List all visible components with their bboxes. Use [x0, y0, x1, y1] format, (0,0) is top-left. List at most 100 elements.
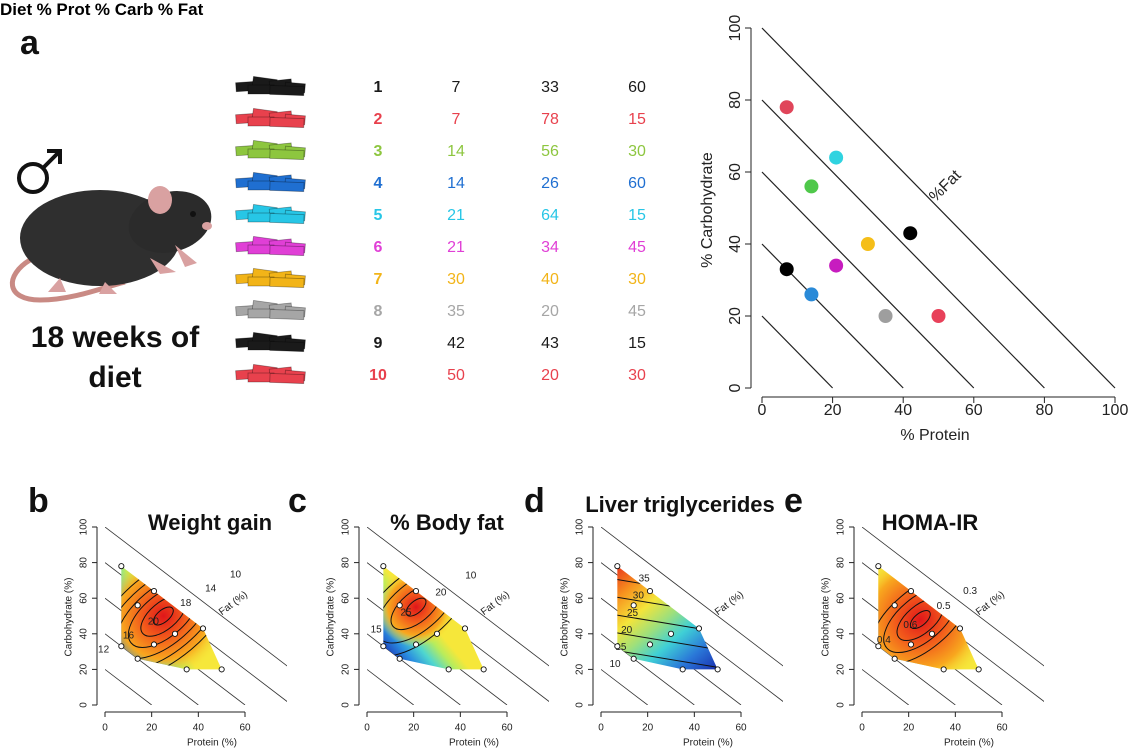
diet-point: [199, 625, 207, 632]
table-cell: 21: [447, 239, 465, 256]
y-tick-label: 20: [836, 663, 847, 675]
diet-point: [891, 655, 898, 662]
contour-label: 15: [615, 642, 627, 653]
y-tick-label: 0: [727, 383, 744, 392]
y-tick-label: 20: [575, 663, 586, 675]
contour-label: 0.3: [963, 586, 977, 597]
table-cell: 43: [541, 335, 559, 352]
fat-annotation: Fat (%): [479, 589, 512, 618]
table-cell: 4: [374, 175, 383, 192]
y-tick-label: 100: [341, 518, 352, 535]
pellet-pile: [235, 75, 306, 97]
diet-point: [412, 588, 420, 595]
table-cell: 14: [447, 143, 465, 160]
table-cell: 40: [541, 271, 559, 288]
diet-point: [779, 100, 794, 115]
contour-line: [405, 597, 427, 617]
table-cell: 5: [374, 207, 383, 224]
x-tick-label: 20: [642, 723, 654, 734]
table-cell: 30: [447, 271, 465, 288]
fat-isoline: [367, 669, 414, 705]
fat-annotation: Fat (%): [974, 589, 1007, 618]
pellet-pile: [235, 107, 306, 129]
pellet-pile: [235, 235, 306, 257]
contour-label: 25: [627, 608, 639, 619]
contour-label: 30: [633, 591, 645, 602]
x-axis-label: Protein (%): [187, 738, 237, 749]
panel-title: Weight gain: [147, 510, 273, 535]
diet-point: [931, 309, 946, 323]
table-cell: 30: [628, 143, 646, 160]
y-tick-label: 60: [79, 592, 90, 604]
x-tick-label: 0: [598, 723, 604, 734]
contour-label: 15: [371, 624, 383, 635]
y-tick-label: 100: [727, 15, 744, 42]
table-cell: 1: [374, 79, 383, 96]
diet-point: [412, 641, 420, 648]
table-cell: 21: [447, 207, 465, 224]
y-tick-label: 60: [575, 592, 586, 604]
table-cell: 45: [628, 239, 646, 256]
fat-annotation: Fat (%): [713, 589, 746, 618]
y-tick-label: 0: [341, 702, 352, 708]
diet-point: [380, 563, 387, 570]
panel-label: e: [784, 482, 803, 520]
table-cell: 60: [628, 79, 646, 96]
x-tick-label: 0: [364, 723, 370, 734]
table-rule: Diet % Prot % Carb % Fat 18 weeks of die…: [0, 0, 978, 535]
diet-point: [445, 666, 452, 673]
diet-point: [646, 641, 654, 648]
y-tick-label: 20: [341, 663, 352, 675]
diet-point: [118, 563, 125, 570]
contour-label: 18: [180, 598, 192, 609]
diet-point: [134, 602, 141, 609]
table-cell: 35: [447, 303, 465, 320]
y-axis-label: Carbohydrate (%): [64, 578, 75, 657]
x-tick-label: 0: [102, 723, 108, 734]
fat-isoline: [761, 99, 1045, 389]
caption: 18 weeks of diet: [30, 321, 200, 394]
x-axis-label: Protein (%): [944, 738, 994, 749]
diet-point: [804, 179, 819, 194]
contour-label: 10: [230, 569, 242, 580]
y-axis-label: % Carbohydrate: [699, 152, 716, 268]
mouse-illustration: [10, 186, 212, 303]
table-cell: 34: [541, 239, 559, 256]
pellet-pile: [235, 363, 306, 385]
fat-isoline: [601, 669, 648, 705]
table-cell: 10: [369, 367, 387, 384]
fat-isoline: [761, 171, 975, 389]
y-tick-label: 60: [341, 592, 352, 604]
diet-point: [975, 666, 982, 673]
contour-line: [121, 566, 222, 670]
diet-point: [667, 630, 675, 637]
diet-point: [679, 666, 686, 673]
fat-isoline: [601, 527, 783, 667]
y-tick-label: 20: [727, 307, 744, 325]
table-cell: 20: [541, 367, 559, 384]
table-cell: 7: [452, 111, 461, 128]
pellet-pile: [235, 267, 306, 289]
x-tick-label: 40: [193, 723, 205, 734]
x-tick-label: 20: [824, 402, 842, 419]
table-cell: 33: [541, 79, 559, 96]
table-cell: 78: [541, 111, 559, 128]
x-tick-label: 100: [1102, 402, 1129, 419]
panel-label: b: [28, 482, 49, 520]
contour-label: 16: [123, 631, 135, 642]
x-tick-label: 0: [758, 402, 767, 419]
y-tick-label: 0: [79, 702, 90, 708]
diet-point: [829, 258, 844, 273]
diet-point: [875, 643, 882, 650]
fat-annotation: %Fat: [926, 167, 965, 206]
x-axis-label: % Protein: [900, 427, 969, 444]
x-tick-label: 60: [501, 723, 513, 734]
y-axis-label: Carbohydrate (%): [326, 578, 337, 657]
fat-isoline: [105, 527, 287, 667]
contour-label: 20: [148, 616, 160, 627]
y-tick-label: 60: [727, 163, 744, 181]
y-tick-label: 20: [79, 663, 90, 675]
diet-point: [903, 226, 918, 241]
diet-point: [956, 625, 964, 632]
